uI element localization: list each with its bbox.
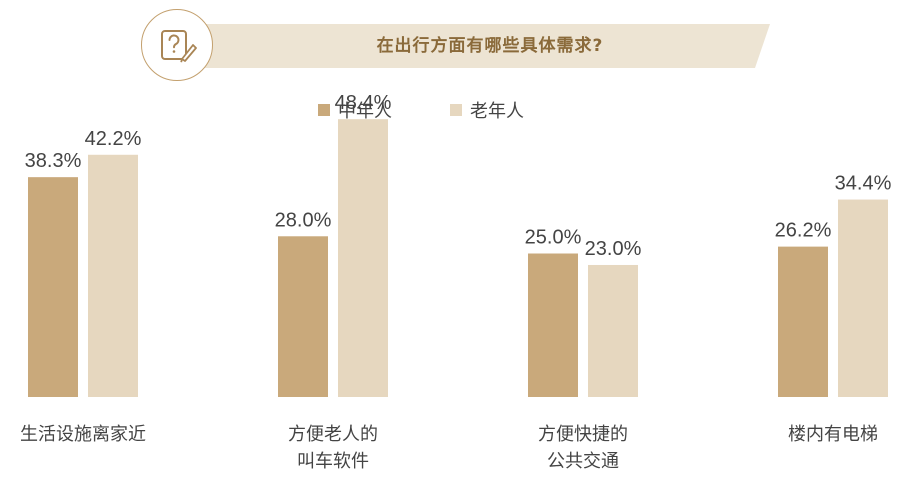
category-label-1: 方便老人的 叫车软件 <box>243 421 423 475</box>
data-label-elderly-3: 34.4% <box>835 173 892 195</box>
category-label-line: 楼内有电梯 <box>788 424 878 445</box>
data-label-elderly-2: 23.0% <box>585 238 642 260</box>
data-label-middle-aged-1: 28.0% <box>275 209 332 231</box>
data-label-middle-aged-2: 25.0% <box>525 227 582 249</box>
bar-middle-aged-3 <box>778 246 828 397</box>
legend-label-elderly: 老年人 <box>470 101 524 122</box>
bar-middle-aged-2 <box>528 253 578 397</box>
category-label-line: 方便快捷的 <box>538 424 628 445</box>
question-edit-icon <box>161 30 197 63</box>
bar-middle-aged-1 <box>278 236 328 397</box>
title-banner <box>188 24 770 68</box>
bar-elderly-3 <box>838 199 888 397</box>
legend-swatch-elderly <box>450 104 462 116</box>
chart-title: 在出行方面有哪些具体需求? <box>376 36 604 56</box>
bar-middle-aged-0 <box>28 177 78 397</box>
legend-swatch-middle-aged <box>318 104 330 116</box>
category-label-0: 生活设施离家近 <box>0 421 173 448</box>
bar-elderly-1 <box>338 119 388 398</box>
category-label-line: 方便老人的 <box>288 424 378 445</box>
data-label-elderly-0: 42.2% <box>85 128 142 150</box>
data-label-elderly-1: 48.4% <box>335 92 392 114</box>
title-badge <box>141 9 213 81</box>
legend-item-middle-aged: 中年人 <box>318 97 392 123</box>
legend-label-middle-aged: 中年人 <box>338 101 392 122</box>
data-label-middle-aged-3: 26.2% <box>775 220 832 242</box>
category-label-3: 楼内有电梯 <box>743 421 906 448</box>
category-label-line: 公共交通 <box>547 451 619 472</box>
bar-elderly-0 <box>88 154 138 397</box>
category-label-line: 生活设施离家近 <box>20 424 146 445</box>
category-label-line: 叫车软件 <box>297 451 369 472</box>
bar-elderly-2 <box>588 264 638 397</box>
category-label-2: 方便快捷的 公共交通 <box>493 421 673 475</box>
title-banner-shape <box>188 24 770 68</box>
data-label-middle-aged-0: 38.3% <box>25 150 82 172</box>
legend-item-elderly: 老年人 <box>450 97 524 123</box>
chart-legend: 中年人 老年人 <box>318 96 582 124</box>
